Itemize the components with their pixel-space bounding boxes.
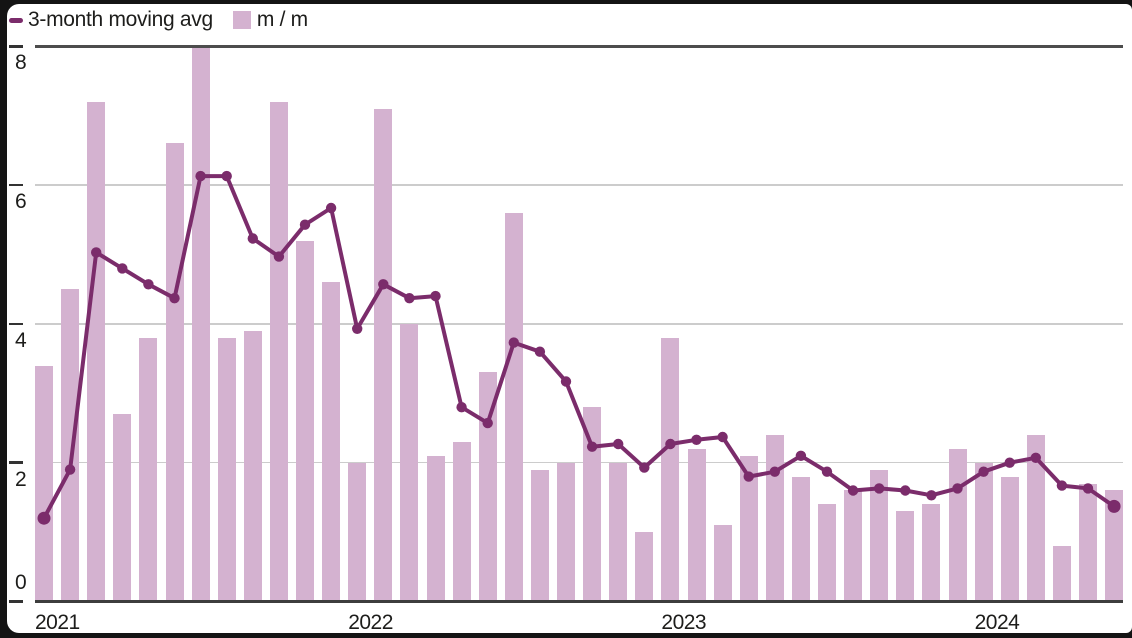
bar-may-2024 xyxy=(1079,483,1097,602)
y-axis-label-2: 2 xyxy=(15,467,27,491)
bar-oct-2023 xyxy=(896,511,915,602)
x-axis-label-2021: 2021 xyxy=(35,610,80,634)
bar-nov-2021 xyxy=(296,240,314,602)
bar-aug-2022 xyxy=(530,469,549,602)
moving-avg-point-aug-2022 xyxy=(534,346,546,357)
moving-avg-point-dec-2022 xyxy=(639,462,650,473)
moving-avg-point-dec-2021 xyxy=(325,202,337,214)
line-legend-label: 3-month moving avg xyxy=(28,8,213,31)
bar-feb-2024 xyxy=(1000,476,1019,602)
bar-sep-2021 xyxy=(243,330,262,602)
bar-nov-2022 xyxy=(609,462,628,602)
bar-feb-2021 xyxy=(61,289,80,602)
bar-oct-2021 xyxy=(269,101,288,602)
bar-sep-2022 xyxy=(557,462,575,602)
bar-apr-2021 xyxy=(113,414,132,602)
legend: 3-month moving avg m / m xyxy=(9,6,308,34)
y-axis-label-6: 6 xyxy=(15,190,27,214)
moving-avg-point-sep-2022 xyxy=(560,376,572,387)
bar-jan-2021 xyxy=(35,365,53,602)
bar-dec-2023 xyxy=(948,448,967,602)
bar-jan-2024 xyxy=(974,462,993,602)
y-tick-4 xyxy=(9,322,23,326)
bar-legend-label: m / m xyxy=(256,8,308,31)
moving-avg-point-mar-2023 xyxy=(717,431,728,443)
bar-legend-swatch xyxy=(232,11,251,29)
y-tick-0 xyxy=(9,600,23,603)
moving-avg-point-nov-2022 xyxy=(613,438,624,450)
bar-sep-2023 xyxy=(870,469,889,602)
bar-nov-2023 xyxy=(922,504,941,602)
bar-apr-2022 xyxy=(426,455,445,602)
moving-avg-point-apr-2021 xyxy=(117,263,128,274)
moving-avg-point-jul-2023 xyxy=(821,466,833,477)
bar-dec-2022 xyxy=(635,532,654,602)
moving-avg-point-feb-2023 xyxy=(691,434,702,445)
bar-mar-2021 xyxy=(87,101,106,602)
bar-may-2023 xyxy=(765,434,784,602)
bar-jul-2021 xyxy=(191,46,210,602)
moving-avg-point-nov-2021 xyxy=(299,219,311,230)
bar-jun-2024 xyxy=(1105,490,1124,602)
y-axis-label-8: 8 xyxy=(15,51,27,75)
bar-may-2022 xyxy=(452,441,471,602)
moving-avg-point-aug-2021 xyxy=(221,170,232,182)
bar-jan-2023 xyxy=(661,337,680,602)
bar-may-2021 xyxy=(139,337,158,602)
bar-dec-2021 xyxy=(322,282,341,602)
bar-apr-2024 xyxy=(1052,545,1071,602)
bar-jun-2021 xyxy=(165,143,184,602)
bar-mar-2023 xyxy=(713,525,732,602)
moving-avg-point-apr-2024 xyxy=(1056,480,1068,491)
y-tick-2 xyxy=(9,461,23,464)
bar-feb-2022 xyxy=(374,108,393,602)
bar-jun-2023 xyxy=(791,476,810,602)
x-axis-label-2022: 2022 xyxy=(348,610,393,634)
moving-avg-point-jun-2023 xyxy=(795,450,807,461)
bar-apr-2023 xyxy=(739,455,758,602)
moving-avg-point-may-2021 xyxy=(143,279,154,290)
moving-avg-point-jan-2022 xyxy=(352,323,363,334)
bar-aug-2023 xyxy=(844,490,863,602)
line-legend-marker xyxy=(9,17,23,23)
y-axis-label-4: 4 xyxy=(15,328,27,352)
moving-avg-point-sep-2021 xyxy=(247,233,258,244)
bar-jul-2022 xyxy=(504,212,523,602)
moving-avg-point-mar-2022 xyxy=(404,293,415,304)
bar-jun-2022 xyxy=(478,372,497,602)
y-tick-8 xyxy=(9,45,23,48)
y-tick-6 xyxy=(9,183,23,187)
bar-mar-2022 xyxy=(400,323,419,602)
chart-card: 3-month moving avg m / m 0 2 4 6 8 2021 2022 20… xyxy=(7,4,1132,633)
x-axis-label-2024: 2024 xyxy=(974,610,1020,634)
bar-oct-2022 xyxy=(583,407,602,602)
moving-avg-point-apr-2022 xyxy=(430,290,441,302)
gridline-y8 xyxy=(35,45,1123,48)
moving-avg-point-nov-2023 xyxy=(926,490,937,501)
x-axis-label-2023: 2023 xyxy=(661,610,707,634)
bar-jul-2023 xyxy=(818,504,836,602)
bar-feb-2023 xyxy=(687,448,706,602)
bar-mar-2024 xyxy=(1026,434,1045,602)
y-axis-label-0: 0 xyxy=(15,570,27,594)
bar-jan-2022 xyxy=(348,462,367,602)
x-axis-baseline xyxy=(35,600,1123,603)
moving-avg-point-may-2022 xyxy=(456,402,467,413)
bar-aug-2021 xyxy=(217,337,236,602)
moving-avg-point-oct-2023 xyxy=(900,485,911,496)
